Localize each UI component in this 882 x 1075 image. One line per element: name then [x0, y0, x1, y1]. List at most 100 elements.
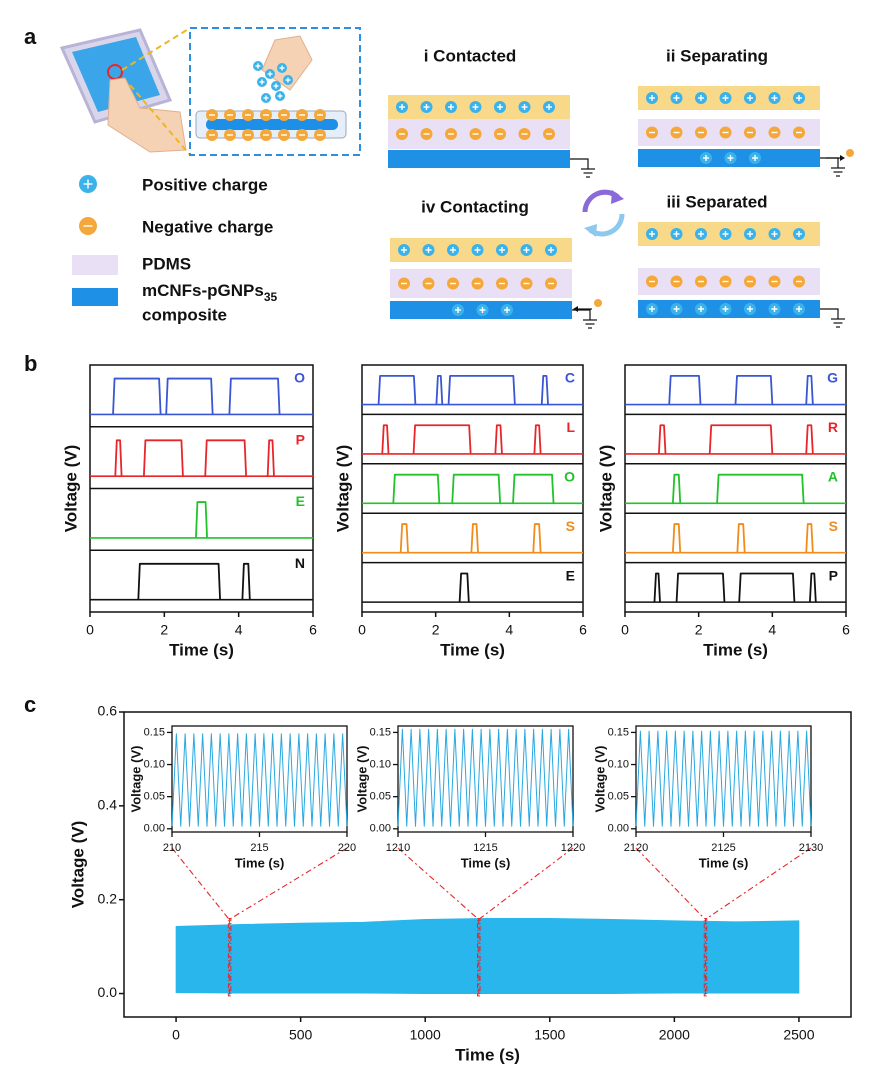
- x-tick-label: 0: [86, 622, 94, 638]
- zoom-connector: [397, 847, 478, 919]
- zoom-line: [121, 27, 191, 71]
- x-tick-label: 6: [579, 622, 587, 638]
- pulse: [392, 473, 441, 504]
- pulse: [266, 439, 275, 477]
- zoom-box: [189, 27, 361, 156]
- pulse: [809, 572, 817, 603]
- pulse: [540, 374, 549, 405]
- x-tick-label: 210: [163, 842, 181, 854]
- x-axis-label: Time (s): [699, 855, 749, 870]
- electron: [594, 299, 602, 307]
- trace-letter: O: [294, 370, 305, 386]
- y-tick-label: 0.6: [98, 703, 118, 719]
- hand: [107, 77, 187, 153]
- pulse: [738, 572, 796, 603]
- stage-title: iii Separated: [666, 192, 767, 211]
- trace-letter: E: [566, 567, 575, 583]
- x-tick-label: 2120: [624, 842, 648, 854]
- x-axis-label: Time (s): [461, 855, 511, 870]
- y-tick-label: 0.10: [370, 758, 391, 770]
- pulse: [458, 572, 470, 603]
- x-tick-label: 2000: [659, 1027, 690, 1043]
- x-tick-label: 6: [842, 622, 850, 638]
- y-tick-label: 0.15: [608, 726, 629, 738]
- x-axis-label: Time (s): [455, 1045, 520, 1064]
- pulse: [668, 374, 702, 405]
- panel-label: a: [24, 24, 37, 49]
- x-tick-label: 1210: [386, 842, 410, 854]
- x-axis-label: Time (s): [703, 640, 768, 659]
- x-tick-label: 2: [160, 622, 168, 638]
- y-tick-label: 0.00: [608, 823, 629, 835]
- pulse: [805, 424, 814, 454]
- pulse: [195, 501, 208, 538]
- y-tick-label: 0.0: [98, 984, 118, 1000]
- trace-letter: O: [564, 469, 575, 485]
- trace-letter: L: [566, 419, 575, 435]
- pulse: [137, 562, 221, 600]
- plot-frame: [624, 364, 847, 613]
- y-tick-label: 0.15: [144, 726, 165, 738]
- y-tick-label: 0.05: [608, 791, 629, 803]
- y-axis-label: Voltage (V): [354, 746, 369, 813]
- y-axis-label: Voltage (V): [68, 821, 87, 909]
- pulse: [412, 424, 472, 454]
- trace-letter: G: [827, 370, 838, 386]
- x-tick-label: 220: [338, 842, 356, 854]
- signal-line: [171, 733, 348, 827]
- legend-label-main: mCNFs-pGNPs: [142, 281, 264, 300]
- x-axis-label: Time (s): [440, 640, 505, 659]
- stage-title: i Contacted: [424, 46, 517, 65]
- pulse: [532, 523, 542, 553]
- arrow-head: [573, 306, 578, 312]
- plot-frame: [635, 725, 812, 833]
- y-tick-label: 0.10: [144, 758, 165, 770]
- x-tick-label: 1220: [561, 842, 585, 854]
- legend-label: PDMS: [142, 254, 191, 273]
- pulse: [671, 523, 682, 553]
- y-axis-label: Voltage (V): [333, 445, 352, 533]
- y-tick-label: 0.10: [608, 758, 629, 770]
- pulse: [734, 374, 774, 405]
- y-tick-label: 0.05: [144, 791, 165, 803]
- stage-title: ii Separating: [666, 46, 768, 65]
- pulse: [435, 374, 444, 405]
- ground-wire: [820, 157, 839, 168]
- trace-letter: A: [828, 469, 838, 485]
- x-tick-label: 0: [358, 622, 366, 638]
- pulse: [533, 424, 542, 454]
- legend-label: mCNFs-pGNPs35: [142, 281, 278, 304]
- x-tick-label: 6: [309, 622, 317, 638]
- x-tick-label: 4: [505, 622, 513, 638]
- panel-label: b: [24, 351, 37, 376]
- plot-frame: [123, 711, 852, 1018]
- trace-letter: C: [565, 370, 575, 386]
- x-tick-label: 2130: [799, 842, 823, 854]
- plot-frame: [397, 725, 574, 833]
- x-tick-label: 4: [768, 622, 776, 638]
- y-axis-label: Voltage (V): [592, 746, 607, 813]
- pulse: [142, 439, 184, 477]
- plot-frame: [361, 364, 584, 613]
- trace-letter: R: [828, 419, 838, 435]
- pulse: [805, 523, 814, 553]
- pulse: [228, 377, 281, 415]
- y-axis-label: Voltage (V): [128, 746, 143, 813]
- trace-letter: S: [829, 518, 838, 534]
- plot-frame: [171, 725, 348, 833]
- pulse: [114, 439, 123, 477]
- pulse: [716, 473, 805, 504]
- legend-label: Negative charge: [142, 217, 273, 236]
- x-tick-label: 2500: [783, 1027, 814, 1043]
- y-tick-label: 0.00: [144, 823, 165, 835]
- x-tick-label: 1000: [410, 1027, 441, 1043]
- pulse: [381, 424, 390, 454]
- x-tick-label: 2: [695, 622, 703, 638]
- legend-label: composite: [142, 305, 227, 324]
- pulse: [447, 374, 516, 405]
- pulse: [805, 374, 814, 405]
- ground-wire: [572, 309, 591, 320]
- pulse: [112, 377, 162, 415]
